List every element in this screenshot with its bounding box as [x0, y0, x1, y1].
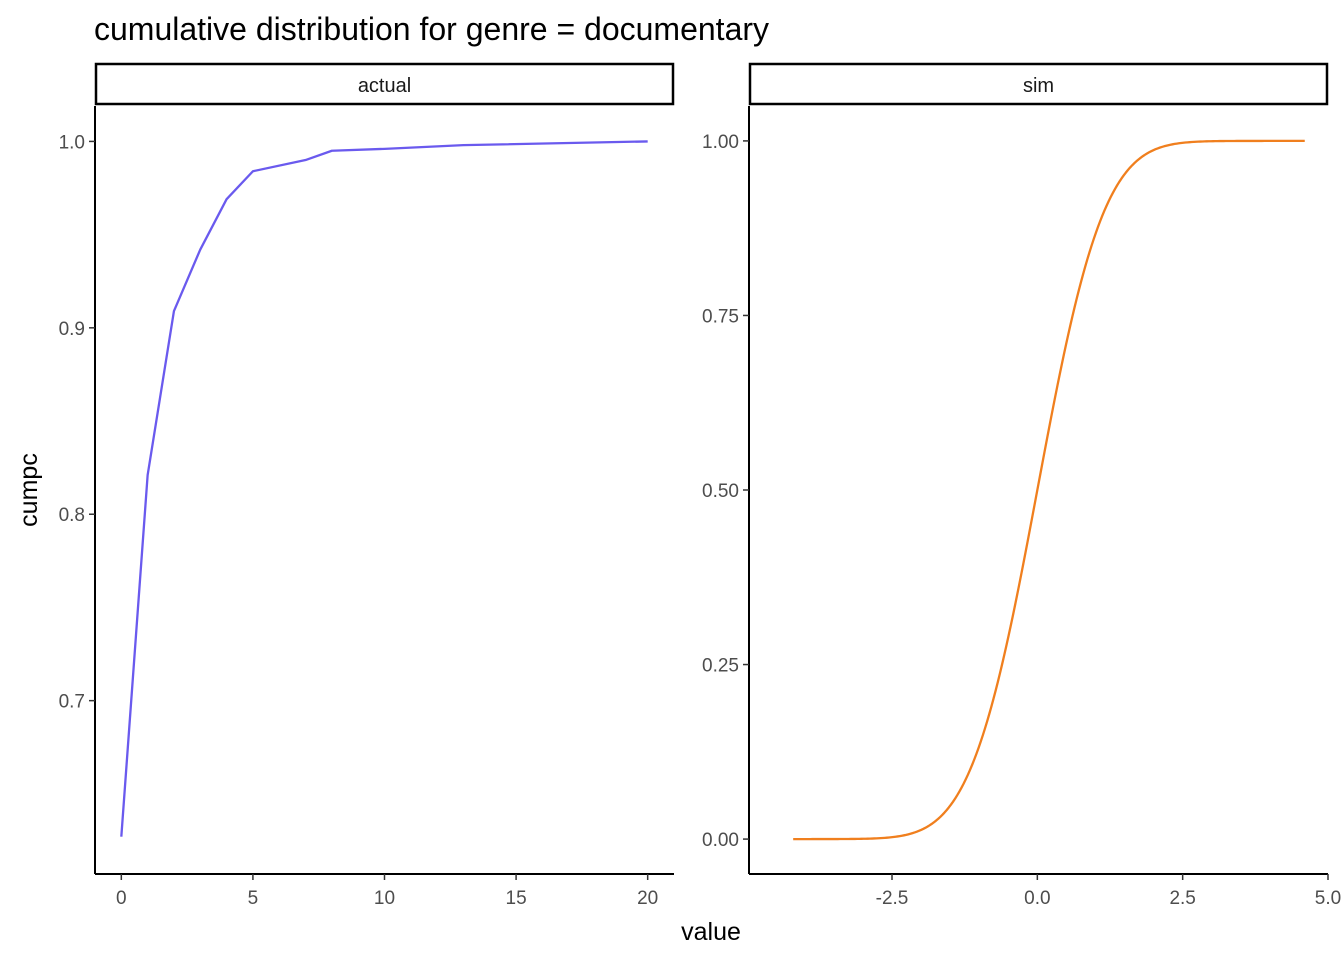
- facet-strip-label: actual: [358, 75, 411, 97]
- x-tick-label: 10: [374, 888, 395, 909]
- y-tick-label: 0.75: [702, 306, 739, 327]
- chart-title: cumulative distribution for genre = docu…: [94, 11, 769, 47]
- x-tick-label: 5: [248, 888, 259, 909]
- x-axis-title: value: [681, 918, 741, 946]
- facet-strip-label: sim: [1023, 75, 1054, 97]
- y-tick-label: 0.7: [59, 692, 85, 713]
- x-tick-label: 5.0: [1315, 888, 1341, 909]
- facet-strip-box: [748, 62, 1329, 106]
- panel-actual: actual 0.7 0.8 0.9 1.0 0 5 10 15 20: [59, 62, 675, 909]
- y-tick-label: 0.50: [702, 481, 739, 502]
- y-tick-label: 0.25: [702, 656, 739, 677]
- facet-strip-box: [94, 62, 675, 106]
- x-tick-label: 15: [506, 888, 527, 909]
- x-tick-label: 0.0: [1024, 888, 1050, 909]
- x-tick-label: -2.5: [876, 888, 909, 909]
- y-axis-title: cumpc: [15, 453, 43, 527]
- x-tick-label: 0: [116, 888, 127, 909]
- series-line-actual: [120, 140, 648, 837]
- x-tick-label: 2.5: [1169, 888, 1195, 909]
- y-tick-label: 0.8: [59, 505, 85, 526]
- panel-sim: sim 0.00 0.25 0.50 0.75 1.00 -2.5 0.0 2.5 5.0: [702, 62, 1341, 909]
- x-tick-label: 20: [637, 888, 658, 909]
- y-tick-label: 1.00: [702, 132, 739, 153]
- y-tick-label: 0.9: [59, 319, 85, 340]
- series-line-sim: [793, 139, 1305, 841]
- y-tick-label: 0.00: [702, 830, 739, 851]
- y-tick-label: 1.0: [59, 132, 85, 153]
